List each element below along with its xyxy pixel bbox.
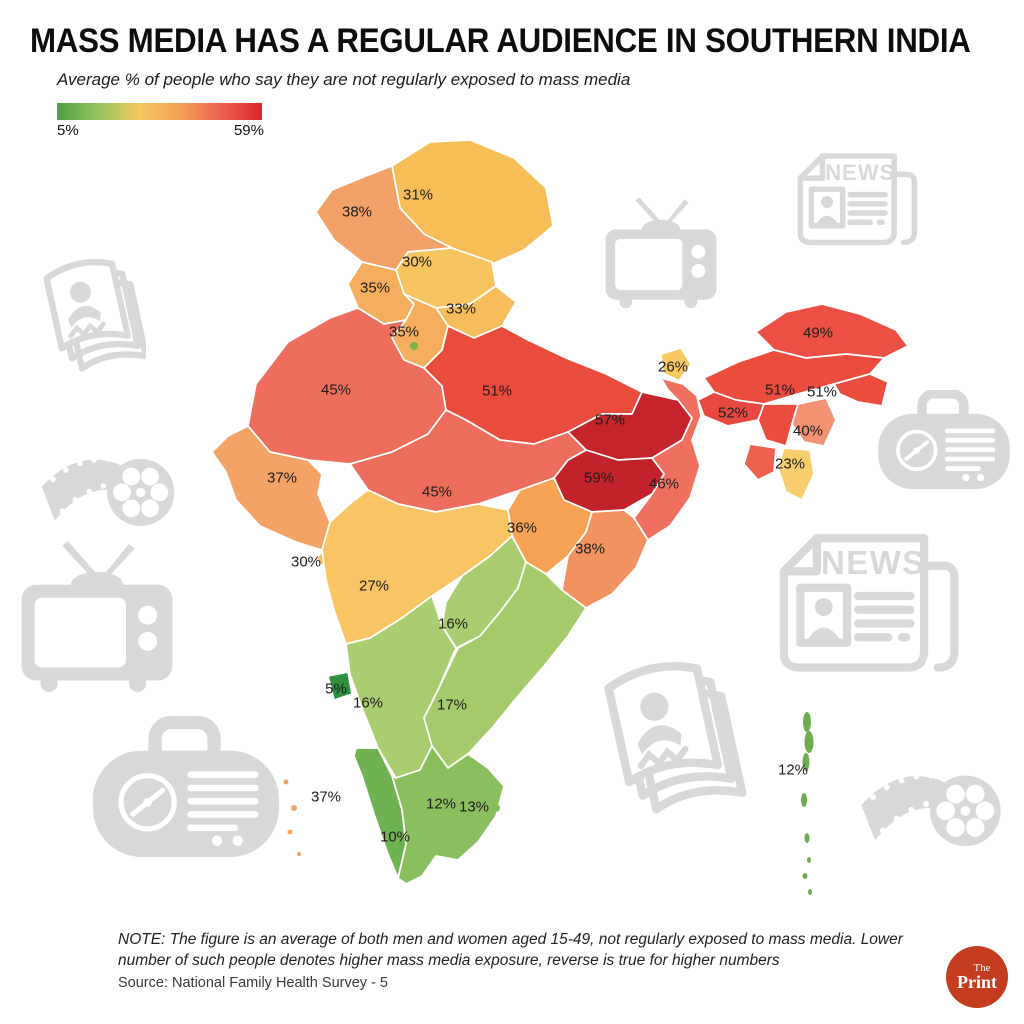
state-value-label: 49% xyxy=(803,324,833,341)
state-value-label: 30% xyxy=(402,253,432,270)
state-andaman-nicobar xyxy=(802,753,810,771)
state-tripura xyxy=(743,443,777,481)
state-andaman-nicobar xyxy=(807,857,811,863)
state-mizoram xyxy=(777,447,815,501)
legend-gradient-bar xyxy=(57,103,262,120)
note-text: NOTE: The figure is an average of both m… xyxy=(118,931,903,970)
state-value-label: 5% xyxy=(325,680,347,697)
state-value-label: 38% xyxy=(342,203,372,220)
state-value-label: 37% xyxy=(311,788,341,805)
state-goa xyxy=(327,671,353,701)
state-value-label: 46% xyxy=(649,475,679,492)
state-value-label: 52% xyxy=(718,404,748,421)
state-value-label: 51% xyxy=(482,382,512,399)
logo-the: The xyxy=(973,962,991,974)
state-value-label: 57% xyxy=(595,411,625,428)
state-value-label: 23% xyxy=(775,455,805,472)
page-title: MASS MEDIA HAS A REGULAR AUDIENCE IN SOU… xyxy=(30,22,971,60)
state-value-label: 17% xyxy=(437,696,467,713)
state-odisha xyxy=(561,509,649,609)
state-value-label: 12% xyxy=(778,761,808,778)
state-gujarat xyxy=(211,425,331,551)
state-puducherry xyxy=(492,804,500,812)
state-value-label: 40% xyxy=(793,422,823,439)
state-manipur xyxy=(791,397,837,447)
state-value-label: 45% xyxy=(321,381,351,398)
state-value-label: 31% xyxy=(403,186,433,203)
state-andaman-nicobar xyxy=(804,731,814,753)
state-value-label: 51% xyxy=(765,381,795,398)
state-lakshadweep xyxy=(297,852,301,856)
legend-labels: 5% 59% xyxy=(57,122,264,139)
state-andaman-nicobar xyxy=(801,793,807,807)
state-value-label: 12% xyxy=(426,795,456,812)
state-andaman-nicobar xyxy=(803,712,811,732)
state-value-label: 35% xyxy=(360,279,390,296)
state-andaman-nicobar xyxy=(808,889,812,895)
state-value-label: 33% xyxy=(446,300,476,317)
state-value-label: 10% xyxy=(380,828,410,845)
state-andaman-nicobar xyxy=(802,873,808,879)
state-value-label: 59% xyxy=(584,469,614,486)
state-value-label: 27% xyxy=(359,577,389,594)
chart-subtitle: Average % of people who say they are not… xyxy=(57,70,631,89)
state-value-label: 35% xyxy=(389,323,419,340)
theprint-logo: The Print xyxy=(946,946,1008,1008)
state-lakshadweep xyxy=(287,829,293,835)
state-value-label: 36% xyxy=(507,519,537,536)
state-delhi xyxy=(410,342,418,350)
state-nagaland xyxy=(833,373,889,407)
state-lakshadweep xyxy=(291,805,297,811)
state-value-label: 45% xyxy=(422,483,452,500)
state-value-label: 26% xyxy=(658,358,688,375)
logo-print: Print xyxy=(957,972,997,992)
state-value-label: 16% xyxy=(438,615,468,632)
state-value-label: 38% xyxy=(575,540,605,557)
state-value-label: 51% xyxy=(807,383,837,400)
state-value-label: 30% xyxy=(291,553,321,570)
state-kerala xyxy=(353,747,407,879)
state-andaman-nicobar xyxy=(804,833,810,843)
state-value-label: 16% xyxy=(353,694,383,711)
state-lakshadweep xyxy=(283,779,289,785)
state-sikkim xyxy=(660,347,692,382)
legend-max-label: 59% xyxy=(233,122,264,139)
legend-min-label: 5% xyxy=(57,122,79,139)
state-value-label: 13% xyxy=(459,798,489,815)
state-value-label: 37% xyxy=(267,469,297,486)
source-text: Source: National Family Health Survey - … xyxy=(118,975,388,991)
